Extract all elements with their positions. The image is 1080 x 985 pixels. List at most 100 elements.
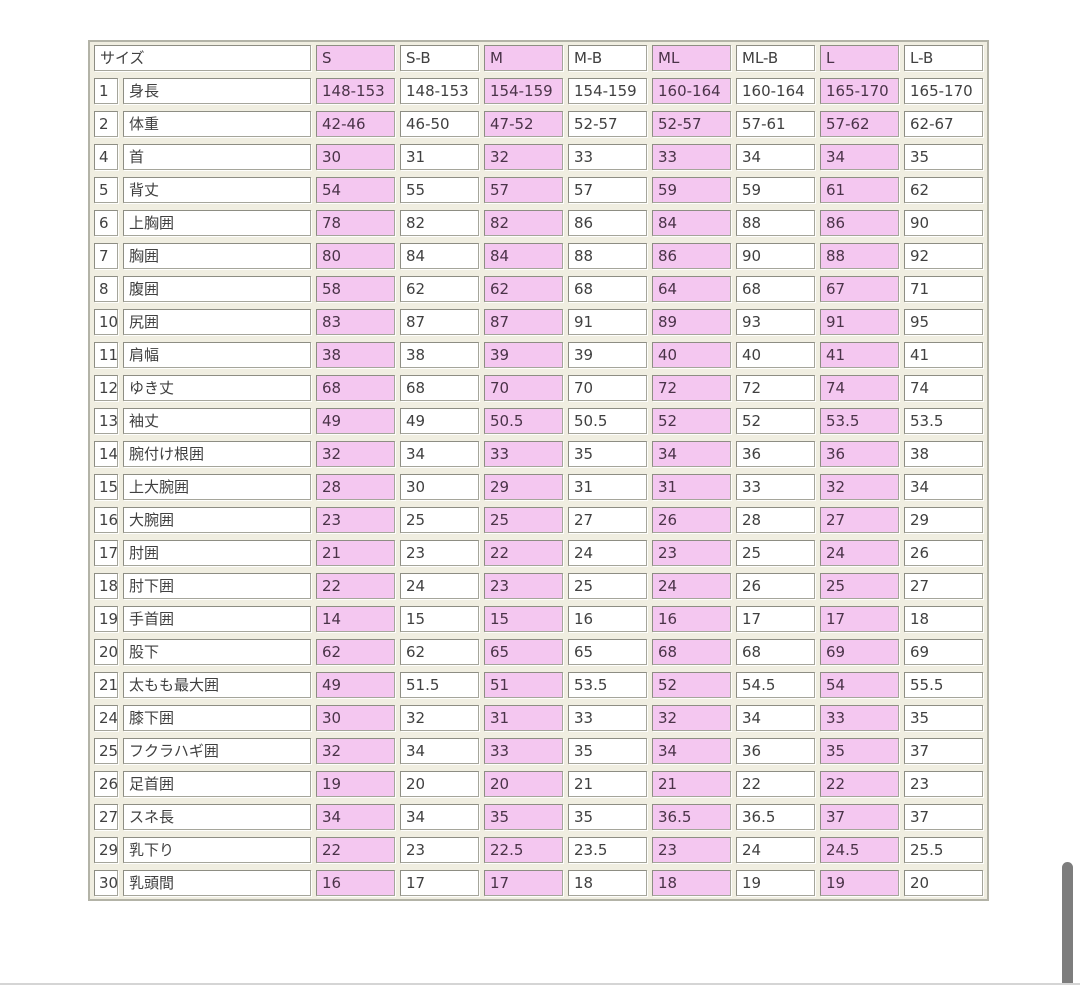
measurement-value: 34 bbox=[904, 474, 983, 500]
measurement-value: 23 bbox=[316, 507, 395, 533]
measurement-value: 40 bbox=[652, 342, 731, 368]
row-measurement-label: 腕付け根囲 bbox=[123, 441, 311, 467]
measurement-value: 55 bbox=[400, 177, 479, 203]
measurement-value: 68 bbox=[316, 375, 395, 401]
header-size-column-m: M bbox=[484, 45, 563, 71]
measurement-value: 59 bbox=[736, 177, 815, 203]
measurement-value: 23 bbox=[400, 837, 479, 863]
row-number: 30 bbox=[94, 870, 118, 896]
measurement-value: 86 bbox=[820, 210, 899, 236]
measurement-value: 59 bbox=[652, 177, 731, 203]
measurement-value: 33 bbox=[820, 705, 899, 731]
measurement-value: 34 bbox=[400, 441, 479, 467]
measurement-value: 68 bbox=[652, 639, 731, 665]
measurement-value: 71 bbox=[904, 276, 983, 302]
row-measurement-label: 肘囲 bbox=[123, 540, 311, 566]
measurement-value: 68 bbox=[736, 276, 815, 302]
measurement-value: 18 bbox=[904, 606, 983, 632]
measurement-value: 15 bbox=[484, 606, 563, 632]
measurement-value: 53.5 bbox=[568, 672, 647, 698]
measurement-value: 16 bbox=[652, 606, 731, 632]
measurement-value: 62 bbox=[316, 639, 395, 665]
measurement-value: 31 bbox=[484, 705, 563, 731]
measurement-value: 57 bbox=[568, 177, 647, 203]
row-measurement-label: 太もも最大囲 bbox=[123, 672, 311, 698]
measurement-value: 35 bbox=[484, 804, 563, 830]
row-number: 26 bbox=[94, 771, 118, 797]
header-size-column-s-b: S-B bbox=[400, 45, 479, 71]
measurement-value: 31 bbox=[400, 144, 479, 170]
row-number: 21 bbox=[94, 672, 118, 698]
measurement-value: 68 bbox=[400, 375, 479, 401]
row-measurement-label: 足首囲 bbox=[123, 771, 311, 797]
measurement-value: 22 bbox=[316, 837, 395, 863]
header-size-column-ml: ML bbox=[652, 45, 731, 71]
measurement-value: 31 bbox=[652, 474, 731, 500]
measurement-value: 23 bbox=[652, 837, 731, 863]
measurement-value: 25 bbox=[736, 540, 815, 566]
measurement-value: 83 bbox=[316, 309, 395, 335]
row-measurement-label: 上大腕囲 bbox=[123, 474, 311, 500]
measurement-value: 23 bbox=[400, 540, 479, 566]
measurement-value: 70 bbox=[568, 375, 647, 401]
measurement-value: 26 bbox=[736, 573, 815, 599]
measurement-value: 22 bbox=[736, 771, 815, 797]
row-measurement-label: 背丈 bbox=[123, 177, 311, 203]
row-measurement-label: 乳頭間 bbox=[123, 870, 311, 896]
measurement-value: 20 bbox=[904, 870, 983, 896]
measurement-value: 25 bbox=[820, 573, 899, 599]
measurement-value: 27 bbox=[820, 507, 899, 533]
measurement-value: 95 bbox=[904, 309, 983, 335]
measurement-value: 92 bbox=[904, 243, 983, 269]
measurement-value: 46-50 bbox=[400, 111, 479, 137]
row-measurement-label: 身長 bbox=[123, 78, 311, 104]
measurement-value: 24 bbox=[736, 837, 815, 863]
measurement-value: 24 bbox=[568, 540, 647, 566]
measurement-value: 49 bbox=[316, 672, 395, 698]
measurement-value: 33 bbox=[568, 144, 647, 170]
measurement-value: 15 bbox=[400, 606, 479, 632]
measurement-value: 87 bbox=[400, 309, 479, 335]
row-number: 12 bbox=[94, 375, 118, 401]
measurement-value: 65 bbox=[568, 639, 647, 665]
measurement-value: 26 bbox=[904, 540, 983, 566]
measurement-value: 84 bbox=[652, 210, 731, 236]
measurement-value: 33 bbox=[484, 441, 563, 467]
measurement-value: 62 bbox=[904, 177, 983, 203]
measurement-value: 35 bbox=[568, 804, 647, 830]
measurement-value: 19 bbox=[316, 771, 395, 797]
measurement-value: 89 bbox=[652, 309, 731, 335]
scrollbar-thumb[interactable] bbox=[1062, 862, 1073, 985]
measurement-value: 34 bbox=[652, 441, 731, 467]
measurement-value: 62 bbox=[484, 276, 563, 302]
row-number: 25 bbox=[94, 738, 118, 764]
size-chart-table: サイズ S S-B M M-B ML ML-B L L-B 1 身長 148-153 148-153 15… bbox=[88, 40, 989, 901]
measurement-value: 70 bbox=[484, 375, 563, 401]
measurement-value: 22.5 bbox=[484, 837, 563, 863]
measurement-value: 61 bbox=[820, 177, 899, 203]
measurement-value: 160-164 bbox=[652, 78, 731, 104]
row-number: 8 bbox=[94, 276, 118, 302]
header-corner-size-label: サイズ bbox=[94, 45, 311, 71]
measurement-value: 78 bbox=[316, 210, 395, 236]
measurement-value: 35 bbox=[904, 144, 983, 170]
measurement-value: 33 bbox=[652, 144, 731, 170]
measurement-value: 69 bbox=[904, 639, 983, 665]
header-size-column-l-b: L-B bbox=[904, 45, 983, 71]
measurement-value: 33 bbox=[568, 705, 647, 731]
measurement-value: 32 bbox=[400, 705, 479, 731]
measurement-value: 35 bbox=[904, 705, 983, 731]
measurement-value: 23 bbox=[484, 573, 563, 599]
measurement-value: 87 bbox=[484, 309, 563, 335]
row-measurement-label: 股下 bbox=[123, 639, 311, 665]
row-number: 15 bbox=[94, 474, 118, 500]
measurement-value: 35 bbox=[820, 738, 899, 764]
row-number: 14 bbox=[94, 441, 118, 467]
measurement-value: 88 bbox=[568, 243, 647, 269]
measurement-value: 20 bbox=[400, 771, 479, 797]
measurement-value: 49 bbox=[400, 408, 479, 434]
measurement-value: 80 bbox=[316, 243, 395, 269]
measurement-value: 21 bbox=[652, 771, 731, 797]
measurement-value: 35 bbox=[568, 441, 647, 467]
